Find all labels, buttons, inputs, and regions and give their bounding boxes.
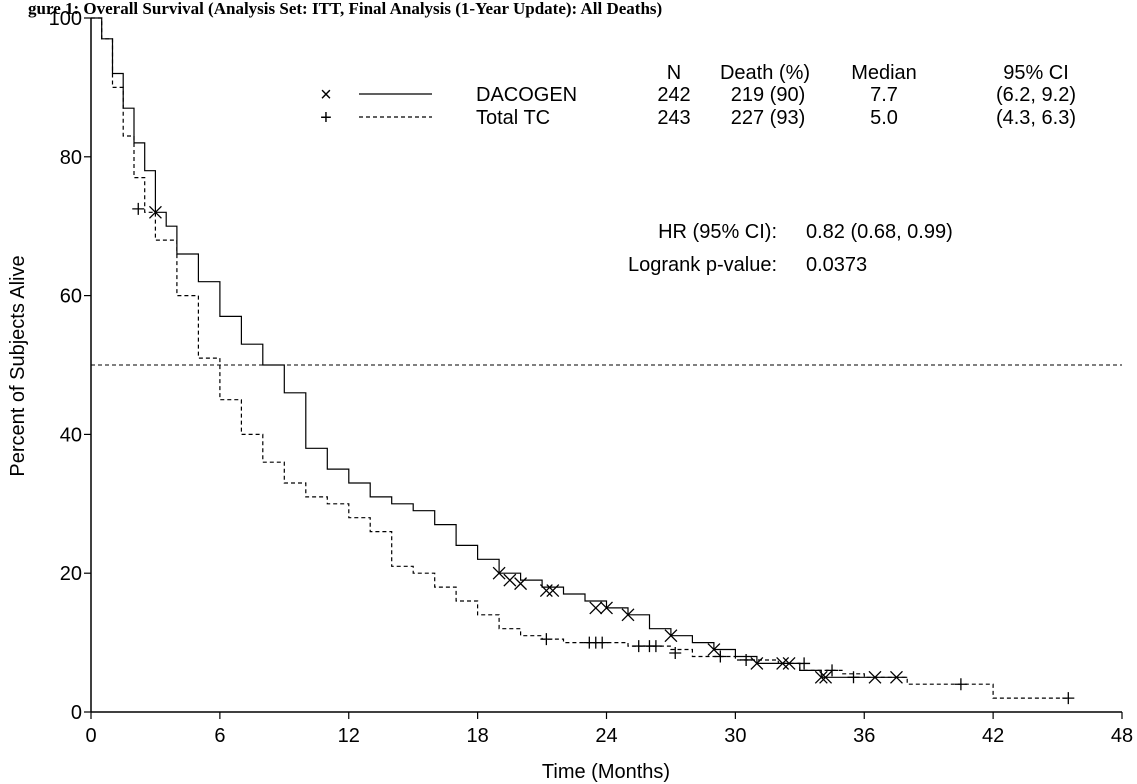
- censor-mark-dacogen-11: [750, 656, 764, 670]
- legend-ci-total-tc: (4.3, 6.3): [996, 107, 1076, 129]
- legend-header-ci: 95% CI: [1003, 62, 1069, 84]
- censor-mark-dacogen-9: [664, 629, 678, 643]
- x-axis-label: Time (Months): [542, 761, 670, 783]
- x-tick-label-4: 24: [595, 725, 617, 747]
- stats-block: HR (95% CI): 0.82 (0.68, 0.99) Logrank p…: [628, 221, 953, 276]
- censor-mark-dacogen-15: [819, 670, 833, 684]
- legend-table: N Death (%) Median 95% CI × DACOGEN 242 …: [320, 62, 1076, 129]
- chart-title: gure 1: Overall Survival (Analysis Set: …: [28, 0, 662, 18]
- y-tick-label-3: 60: [60, 286, 82, 308]
- censor-mark-dacogen-4: [539, 584, 553, 598]
- y-tick-label-1: 20: [60, 563, 82, 585]
- legend-n-dacogen: 242: [657, 84, 690, 106]
- censor-mark-dacogen-17: [890, 670, 903, 684]
- censor-mark-dacogen-13: [782, 656, 796, 670]
- censor-mark-total-tc-4: [596, 636, 609, 649]
- y-tick-label-2: 40: [60, 424, 82, 446]
- censor-mark-dacogen-3: [514, 577, 528, 591]
- censor-mark-total-tc-12: [826, 664, 839, 677]
- legend-deaths-total-tc: 227 (93): [731, 107, 806, 129]
- legend-ci-dacogen: (6.2, 9.2): [996, 84, 1076, 106]
- y-axis-label: Percent of Subjects Alive: [7, 255, 29, 476]
- logrank-label: Logrank p-value:: [628, 254, 777, 276]
- y-tick-label-5: 100: [49, 8, 82, 30]
- censor-mark-total-tc-14: [954, 678, 967, 691]
- censor-mark-total-tc-10: [740, 653, 753, 666]
- y-tick-label-4: 80: [60, 147, 82, 169]
- x-tick-label-1: 6: [214, 725, 225, 747]
- legend-name-dacogen: DACOGEN: [476, 84, 577, 106]
- x-tick-label-8: 48: [1111, 725, 1133, 747]
- censor-mark-dacogen-12: [776, 656, 790, 670]
- censor-mark-dacogen-10: [707, 643, 721, 656]
- legend-deaths-dacogen: 219 (90): [731, 84, 806, 106]
- censor-mark-total-tc-1: [540, 633, 553, 646]
- censor-mark-dacogen-14: [814, 670, 828, 684]
- censor-mark-total-tc-15: [1062, 692, 1075, 705]
- censor-mark-total-tc-11: [798, 657, 811, 670]
- censor-mark-total-tc-5: [632, 640, 645, 653]
- censor-mark-dacogen-2: [503, 573, 517, 587]
- censor-mark-dacogen-0: [148, 205, 162, 219]
- legend-n-total-tc: 243: [657, 107, 690, 129]
- censor-mark-dacogen-6: [589, 601, 603, 615]
- censor-mark-total-tc-8: [669, 647, 682, 660]
- legend-median-total-tc: 5.0: [870, 107, 898, 129]
- hr-value: 0.82 (0.68, 0.99): [806, 221, 953, 243]
- censor-mark-dacogen-16: [868, 670, 882, 684]
- legend-median-dacogen: 7.7: [870, 84, 898, 106]
- censor-mark-dacogen-7: [600, 601, 613, 615]
- x-tick-label-6: 36: [853, 725, 875, 747]
- legend-name-total-tc: Total TC: [476, 107, 550, 129]
- censor-mark-dacogen-8: [621, 608, 635, 622]
- x-tick-label-0: 0: [85, 725, 96, 747]
- censor-mark-total-tc-13: [847, 671, 860, 684]
- legend-header-median: Median: [851, 62, 917, 84]
- series-line-dacogen: [91, 17, 908, 678]
- y-tick-label-0: 0: [71, 702, 82, 724]
- censor-mark-total-tc-9: [714, 650, 727, 663]
- censor-mark-dacogen-5: [546, 584, 560, 598]
- legend-marker-dacogen: ×: [320, 84, 332, 106]
- hr-label: HR (95% CI):: [658, 221, 777, 243]
- logrank-value: 0.0373: [806, 254, 867, 276]
- plot-area: 0 6 12 18 24 30 36 42 48 0 20 40 60 80 100: [49, 8, 1134, 747]
- x-tick-label-7: 42: [982, 725, 1004, 747]
- series-line-total-tc: [91, 17, 1069, 699]
- x-tick-label-5: 30: [724, 725, 746, 747]
- x-tick-label-3: 18: [467, 725, 489, 747]
- censor-mark-total-tc-0: [132, 202, 145, 215]
- legend-marker-total-tc: +: [320, 107, 332, 129]
- legend-header-deaths: Death (%): [720, 62, 810, 84]
- censor-mark-dacogen-1: [492, 566, 506, 580]
- censor-mark-total-tc-7: [649, 640, 662, 653]
- legend-header-n: N: [667, 62, 681, 84]
- x-tick-label-2: 12: [338, 725, 360, 747]
